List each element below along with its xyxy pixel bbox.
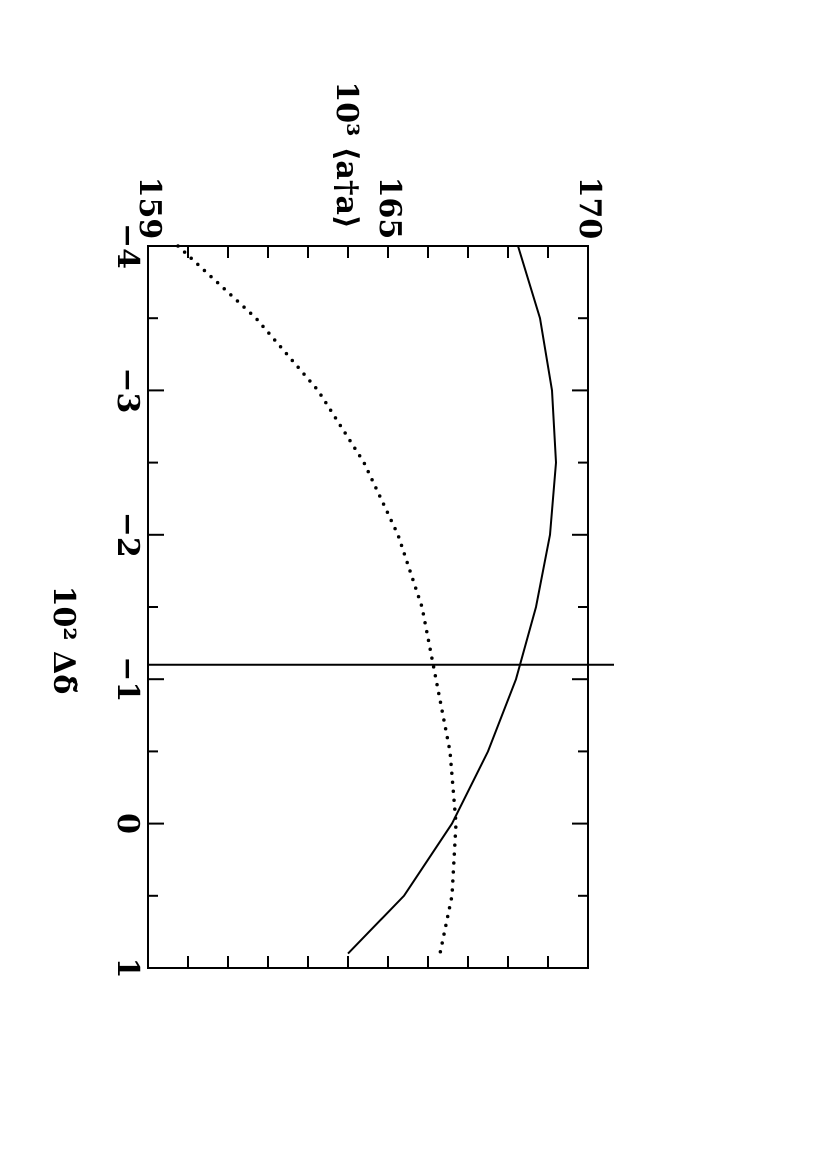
x-axis-label: 10² Δδ̃ — [46, 586, 81, 695]
series-line — [176, 244, 458, 956]
x-tick-label: −4 — [110, 223, 145, 269]
series-line — [347, 245, 558, 955]
y-tick-label: 165 — [372, 177, 407, 240]
y-axis-label: 10³ ⟨a†a⟩ — [329, 81, 364, 228]
x-tick-label: −1 — [110, 656, 145, 702]
x-tick-label: 0 — [110, 813, 145, 834]
plot-frame — [147, 245, 589, 969]
y-tick-label: 170 — [572, 177, 607, 240]
x-tick-label: 1 — [110, 958, 145, 979]
x-tick-label: −2 — [110, 512, 145, 558]
x-tick-label: −3 — [110, 367, 145, 413]
y-tick-label: 159 — [132, 177, 167, 240]
